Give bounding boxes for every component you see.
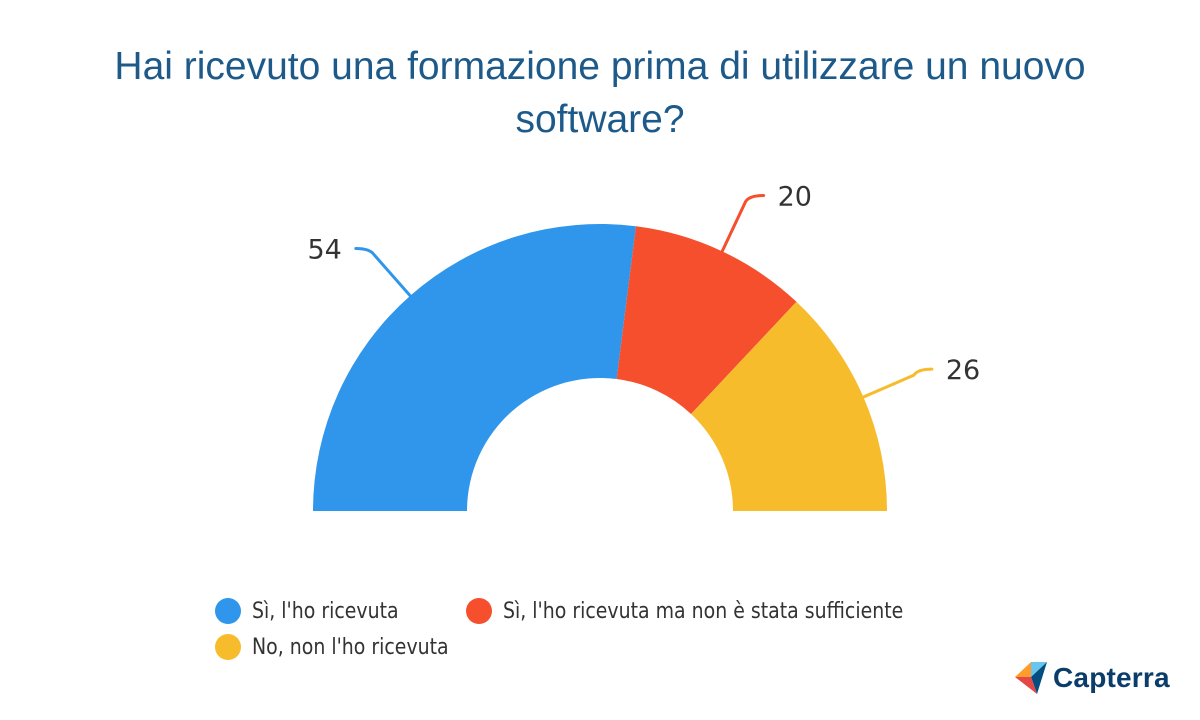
chart-title: Hai ricevuto una formazione prima di uti… bbox=[114, 45, 1086, 141]
data-label-1: 54 bbox=[307, 234, 341, 265]
legend-label: Sì, l'ho ricevuta bbox=[252, 598, 399, 624]
leader-line-3 bbox=[860, 367, 934, 400]
capterra-logo-icon bbox=[1015, 662, 1047, 694]
legend-swatch bbox=[215, 598, 241, 624]
chart-leader-lines bbox=[354, 194, 934, 400]
legend-row: No, non l'ho ricevuta bbox=[215, 629, 1035, 665]
legend-label: No, non l'ho ricevuta bbox=[252, 634, 449, 660]
chart-legend: Sì, l'ho ricevuta Sì, l'ho ricevuta ma n… bbox=[215, 593, 1035, 665]
leader-line-1 bbox=[354, 246, 414, 299]
data-label-2: 20 bbox=[778, 182, 812, 213]
brand-name: Capterra bbox=[1053, 662, 1170, 693]
slice-2 bbox=[616, 226, 797, 415]
brand-logo: Capterra bbox=[1013, 660, 1170, 696]
legend-swatch bbox=[466, 598, 493, 624]
chart-data-labels: 54 20 26 bbox=[307, 182, 980, 387]
legend-row: Sì, l'ho ricevuta Sì, l'ho ricevuta ma n… bbox=[215, 593, 1035, 629]
legend-label: Sì, l'ho ricevuta ma non è stata suffici… bbox=[503, 598, 904, 624]
chart-slices bbox=[313, 224, 887, 512]
legend-swatch bbox=[215, 634, 241, 660]
slice-3 bbox=[691, 301, 887, 511]
data-label-3: 26 bbox=[946, 355, 980, 386]
legend-item-1: Sì, l'ho ricevuta bbox=[215, 598, 422, 624]
leader-line-2 bbox=[719, 194, 766, 255]
legend-item-2: Sì, l'ho ricevuta ma non è stata suffici… bbox=[466, 598, 908, 624]
slice-1 bbox=[313, 224, 636, 512]
legend-item-3: No, non l'ho ricevuta bbox=[215, 634, 481, 660]
